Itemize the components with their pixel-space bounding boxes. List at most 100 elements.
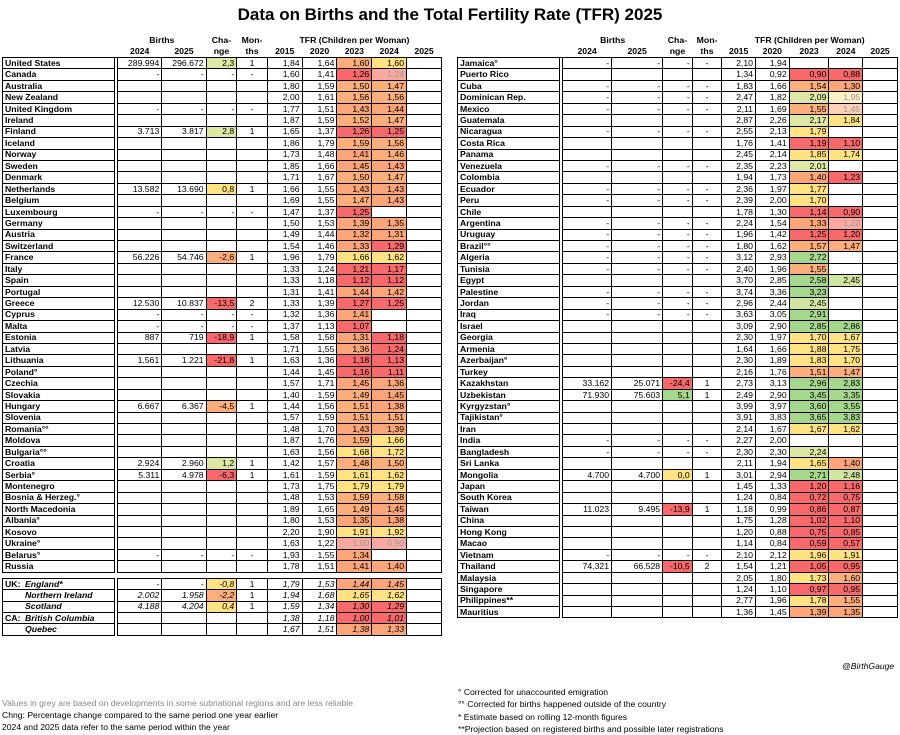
months-cell: 1 xyxy=(236,600,268,614)
tfr-2025-cell xyxy=(862,114,898,127)
tfr-2015-cell: 2,55 xyxy=(721,125,756,139)
months-cell: - xyxy=(691,228,723,242)
births-2025-cell xyxy=(161,217,207,230)
table-row: Colombia 1,94 1,73 1,40 1,23 xyxy=(456,171,898,184)
country-cell: India xyxy=(456,434,561,447)
births-2025-cell xyxy=(161,422,207,436)
births-2025-cell xyxy=(611,480,664,493)
births-2025-cell: 2.960 xyxy=(161,457,207,470)
change-cell: 2,8 xyxy=(205,125,238,139)
change-cell xyxy=(662,514,693,527)
births-2025-cell xyxy=(161,148,207,161)
months-cell: - xyxy=(236,102,268,116)
table-row: Finland 3.713 3.817 2,8 1 1,65 1,37 1,26 1,25 xyxy=(2,125,442,139)
tfr-2025-cell xyxy=(406,171,442,184)
births-2025-cell xyxy=(611,137,664,150)
change-cell xyxy=(662,605,693,619)
change-cell xyxy=(205,388,238,402)
months-cell: 1 xyxy=(236,577,268,591)
tfr-2025-cell xyxy=(862,217,898,230)
tfr-2024-cell: 1,43 xyxy=(371,159,408,173)
births-2024-cell: - xyxy=(116,308,163,322)
tfr-2023-cell: 1,51 xyxy=(336,400,373,413)
tfr-2025-cell xyxy=(406,125,442,139)
table-row: Germany 1,50 1,53 1,39 1,35 xyxy=(2,217,442,230)
births-2025-cell: 13.690 xyxy=(161,182,207,196)
table-row: Quebec 1,67 1,51 1,38 1,33 xyxy=(2,623,442,636)
months-cell xyxy=(236,91,268,104)
tfr-2020-cell: 0,84 xyxy=(755,491,790,505)
tfr-2025-cell xyxy=(406,457,442,470)
tfr-2023-cell: 0,97 xyxy=(788,583,830,596)
table-row: North Macedonia 1,89 1,65 1,49 1,45 xyxy=(2,503,442,516)
tfr-2024-cell xyxy=(828,182,864,196)
table-row: Ukraine° 1,63 1,22 1,00 0,90 xyxy=(2,537,442,550)
tfr-2023-cell xyxy=(788,56,830,70)
births-2025-cell xyxy=(161,285,207,299)
tfr-2025-cell xyxy=(862,605,898,619)
tfr-2020-cell: 1,59 xyxy=(301,468,338,482)
change-cell xyxy=(205,137,238,150)
change-cell xyxy=(662,274,693,287)
months-cell xyxy=(691,480,723,493)
country-cell: Mexico xyxy=(456,102,561,116)
tfr-2023-cell: 3,60 xyxy=(788,400,830,413)
tfr-2015-cell: 1,42 xyxy=(266,457,303,470)
table-row: Philippines** 2,77 1,96 1,78 1,55 xyxy=(456,594,898,608)
births-2025-cell: - xyxy=(161,548,207,562)
change-cell xyxy=(205,623,238,636)
births-2024-cell: - xyxy=(562,91,613,104)
births-2025-cell xyxy=(161,480,207,493)
year-header: 2024 xyxy=(117,46,162,58)
months-cell xyxy=(236,445,268,459)
tfr-2024-cell: 1,45 xyxy=(828,102,864,116)
change-cell xyxy=(662,354,693,367)
change-cell: - xyxy=(662,79,693,93)
births-2024-cell xyxy=(562,68,613,81)
change-cell xyxy=(205,285,238,299)
change-cell xyxy=(662,594,693,608)
tfr-2025-cell xyxy=(862,365,898,379)
tfr-2020-cell: 1,89 xyxy=(755,354,790,367)
tfr-2025-cell xyxy=(406,365,442,379)
births-2024-cell xyxy=(562,422,613,436)
tfr-2024-cell: 1,39 xyxy=(371,422,408,436)
table-row: Malta - - - -1,37 1,13 1,07 xyxy=(2,320,442,333)
tfr-2025-cell xyxy=(862,594,898,608)
births-2024-cell: - xyxy=(562,194,613,207)
months-cell: - xyxy=(691,182,723,196)
births-2024-cell: - xyxy=(116,320,163,333)
country-cell: Croatia xyxy=(2,457,115,470)
change-cell xyxy=(662,365,693,379)
tfr-2015-cell: 1,75 xyxy=(721,514,756,527)
tfr-2024-cell: 1,16 xyxy=(828,480,864,493)
tfr-2015-cell: 1,79 xyxy=(266,577,303,591)
tfr-2020-cell: 1,96 xyxy=(755,262,790,276)
months-cell: - xyxy=(691,297,723,310)
table-row: Iraq - - - -3,63 3,05 2,91 xyxy=(456,308,898,322)
change-cell xyxy=(662,331,693,344)
tfr-2025-cell xyxy=(406,600,442,614)
table-row: Slovenia 1,57 1,59 1,51 1,51 xyxy=(2,411,442,425)
tfr-2020-cell: 1,66 xyxy=(301,159,338,173)
months-cell xyxy=(236,217,268,230)
table-row: Malaysia 2,05 1,80 1,73 1,60 xyxy=(456,571,898,585)
tfr-2015-cell: 1,87 xyxy=(266,114,303,127)
births-2024-cell: - xyxy=(562,434,613,447)
country-cell: Algeria xyxy=(456,251,561,264)
tfr-2020-cell: 1,41 xyxy=(755,137,790,150)
months-cell xyxy=(236,623,268,636)
tfr-2023-cell: 1,40 xyxy=(788,171,830,184)
births-2024-cell xyxy=(116,611,163,625)
change-cell xyxy=(205,560,238,573)
change-cell xyxy=(662,583,693,596)
change-cell xyxy=(205,377,238,390)
tfr-2025-cell xyxy=(862,354,898,367)
tfr-2023-cell: 1,41 xyxy=(336,308,373,322)
change-cell: - xyxy=(662,251,693,264)
births-2025-cell: - xyxy=(611,434,664,447)
tfr-2020-cell: 1,34 xyxy=(301,600,338,614)
tfr-2023-cell: 1,59 xyxy=(336,137,373,150)
tfr-2020-cell: 2,30 xyxy=(755,445,790,459)
tfr-2025-cell xyxy=(406,205,442,219)
